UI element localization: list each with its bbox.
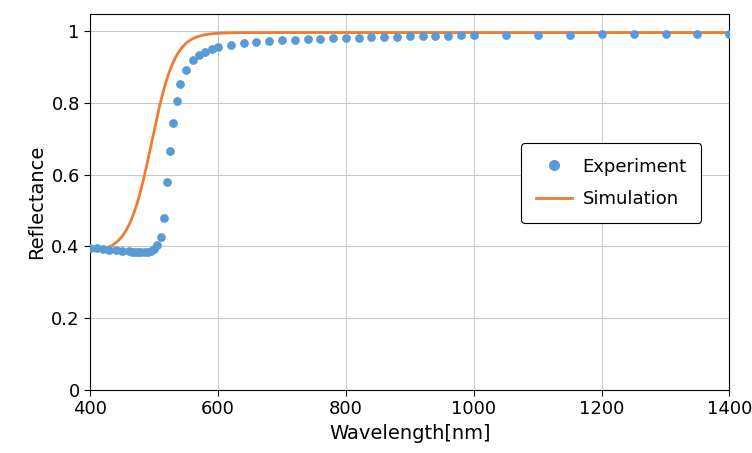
Point: [145, 247, 157, 254]
Point: [148, 245, 160, 252]
Point: [84, 245, 96, 252]
Point: [627, 31, 639, 38]
Point: [455, 32, 467, 39]
Point: [391, 33, 403, 40]
Point: [116, 247, 128, 255]
Point: [723, 30, 735, 38]
Point: [164, 148, 176, 155]
Point: [302, 35, 314, 43]
Point: [167, 119, 180, 126]
Point: [205, 46, 218, 53]
Point: [468, 32, 480, 39]
Point: [596, 31, 608, 38]
Point: [174, 81, 186, 88]
Point: [564, 31, 576, 39]
Point: [180, 66, 193, 73]
Point: [126, 248, 138, 255]
Y-axis label: Reflectance: Reflectance: [27, 145, 46, 259]
Point: [429, 32, 441, 39]
Point: [289, 36, 301, 43]
Point: [199, 48, 211, 56]
Point: [193, 52, 205, 59]
Point: [186, 57, 199, 64]
Point: [417, 33, 429, 40]
Point: [161, 178, 173, 186]
Point: [110, 247, 122, 254]
Point: [132, 248, 144, 255]
Point: [404, 33, 416, 40]
Point: [135, 248, 147, 255]
Point: [129, 248, 141, 255]
Point: [238, 40, 250, 47]
Point: [250, 39, 262, 46]
Point: [151, 241, 163, 248]
Point: [97, 245, 109, 252]
Point: [263, 38, 275, 45]
Point: [692, 30, 704, 38]
Point: [314, 35, 326, 42]
X-axis label: Wavelength[nm]: Wavelength[nm]: [329, 424, 490, 443]
Point: [499, 31, 511, 39]
Point: [138, 248, 150, 255]
Point: [442, 32, 454, 39]
Point: [378, 33, 390, 40]
Point: [353, 34, 365, 41]
Point: [340, 34, 352, 42]
Point: [171, 98, 183, 105]
Point: [365, 34, 378, 41]
Point: [212, 43, 224, 51]
Point: [327, 35, 339, 42]
Point: [123, 248, 135, 255]
Legend: Experiment, Simulation: Experiment, Simulation: [521, 143, 701, 222]
Point: [532, 31, 544, 39]
Point: [90, 245, 102, 252]
Point: [155, 234, 167, 241]
Point: [141, 248, 153, 255]
Point: [158, 214, 170, 222]
Point: [660, 30, 672, 38]
Point: [225, 41, 237, 48]
Point: [276, 37, 288, 44]
Point: [103, 246, 116, 254]
